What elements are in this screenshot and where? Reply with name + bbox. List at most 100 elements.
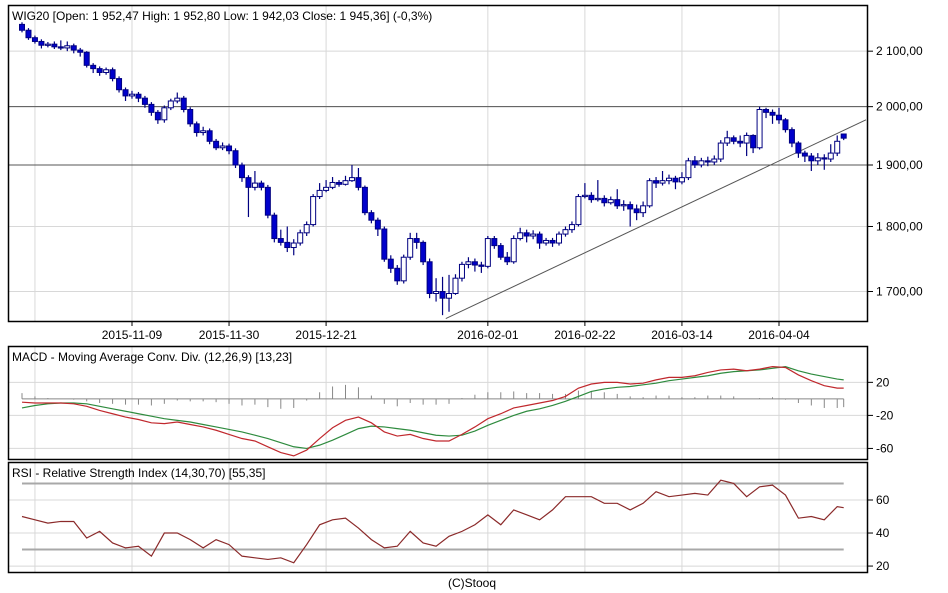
candle-body [730, 137, 737, 142]
x-tick-label: 2015-11-09 [102, 328, 163, 342]
candle-body [704, 160, 711, 163]
candle-body [814, 157, 821, 162]
candle-body [83, 51, 90, 66]
macd-panel: 20 -20 -60 MACD - Moving Average Conv. Div.… [7, 345, 894, 461]
candle-body [323, 186, 330, 191]
candle [497, 243, 504, 260]
candle [206, 128, 213, 145]
candle [200, 126, 207, 136]
candle-body [743, 134, 750, 144]
candle-body [556, 233, 563, 244]
price-panel: 2 100,00 2 000,00 1 900,00 1 800,00 1 700,00… [7, 4, 923, 342]
candle [452, 274, 459, 295]
candle [329, 177, 336, 190]
candle-body [788, 129, 795, 144]
candle-body [607, 199, 614, 204]
candle-body [840, 133, 847, 139]
x-tick-label: 2016-02-01 [457, 328, 519, 342]
candle [627, 201, 634, 227]
price-chart-title: WIG20 [Open: 1 952,47 High: 1 952,80 Low… [12, 9, 432, 23]
candle [122, 87, 129, 101]
candle-body [251, 182, 258, 188]
candle-body [219, 145, 226, 149]
candle [348, 164, 355, 182]
candle-body [200, 130, 207, 134]
candle [808, 153, 815, 171]
candle [556, 231, 563, 246]
candle-body [517, 232, 524, 240]
candle-body [206, 130, 213, 142]
candle-body [245, 177, 252, 188]
candle-body [640, 205, 647, 214]
candle [439, 276, 446, 316]
candle [303, 221, 310, 237]
candle-body [148, 103, 155, 113]
candle [44, 41, 51, 48]
candle-body [452, 277, 459, 294]
candle [83, 51, 90, 68]
candle [19, 22, 25, 33]
y-tick-label: 2 100,00 [876, 44, 923, 58]
candle-body [581, 194, 588, 198]
candle-body [458, 263, 465, 279]
candle-body [426, 261, 433, 294]
candle [323, 180, 330, 193]
candle [154, 110, 161, 124]
candle-body [19, 23, 25, 31]
candle-body [51, 43, 58, 48]
candle-body [316, 189, 323, 198]
candle-body [271, 214, 278, 240]
candle [174, 92, 181, 104]
candle-body [374, 219, 381, 230]
footer-copyright: (C)Stooq [448, 576, 496, 590]
candle [90, 63, 97, 74]
candle-body [614, 199, 621, 207]
candle [96, 66, 103, 76]
candle [264, 184, 271, 219]
candle-body [620, 204, 627, 207]
candle [148, 102, 155, 116]
candle [717, 140, 724, 163]
candle [640, 201, 647, 218]
candle-body [348, 177, 355, 182]
candle-body [646, 180, 653, 207]
candle [413, 232, 420, 249]
macd-line [21, 366, 844, 457]
candle [213, 138, 220, 151]
candle-body [678, 177, 685, 183]
candle [504, 252, 511, 266]
candle [601, 195, 608, 207]
candle-body [523, 232, 530, 237]
candle [530, 230, 537, 240]
panel-border [7, 4, 869, 323]
candle-body [808, 155, 815, 162]
candle [678, 172, 685, 185]
candle [698, 157, 705, 168]
candle [536, 231, 543, 249]
candle [51, 41, 58, 50]
candle [251, 170, 258, 191]
candle-body [711, 158, 718, 163]
candle-body [821, 157, 828, 160]
candle-body [568, 224, 575, 231]
candle [711, 155, 718, 165]
candle [128, 90, 135, 99]
candle [400, 254, 407, 284]
candle [103, 67, 110, 75]
candle [672, 175, 679, 190]
candle [795, 141, 802, 158]
y-tick-label: 40 [876, 526, 890, 540]
candle [834, 135, 841, 157]
candle [491, 236, 498, 249]
x-tick-label: 2015-11-30 [199, 328, 260, 342]
candle [70, 43, 77, 54]
candle [756, 106, 763, 150]
candle [219, 142, 226, 151]
y-tick-label: -60 [876, 441, 894, 455]
candle [458, 261, 465, 282]
candle [394, 265, 401, 285]
candle-body [290, 242, 297, 249]
candle [465, 257, 472, 269]
candle [258, 180, 265, 191]
candle-body [238, 164, 245, 179]
